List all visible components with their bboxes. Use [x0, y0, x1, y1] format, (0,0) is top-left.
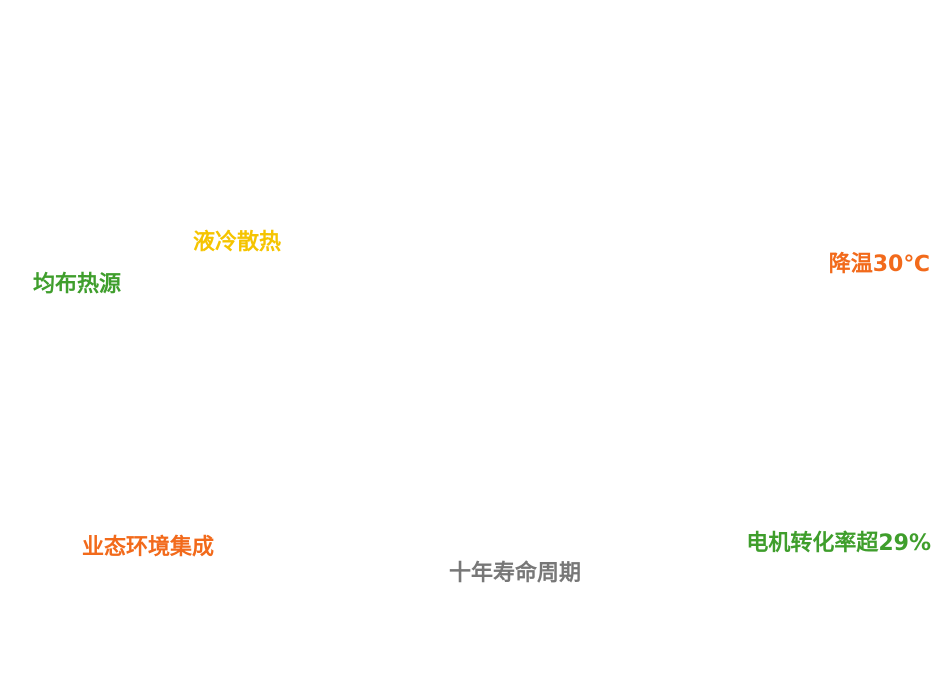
feature-label: 均布热源	[33, 272, 122, 297]
feature-label: 降温30℃	[828, 252, 930, 277]
feature-label: 业态环境集成	[82, 535, 215, 560]
feature-label: 液冷散热	[193, 230, 282, 255]
feature-label: 电机转化率超29%	[746, 531, 931, 556]
feature-label: 十年寿命周期	[449, 561, 582, 586]
